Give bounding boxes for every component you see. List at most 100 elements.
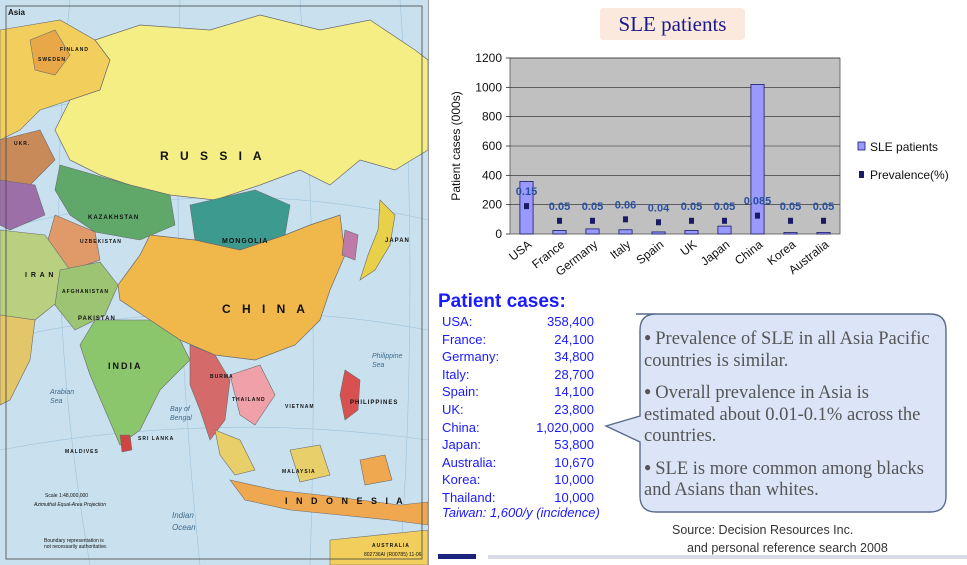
patient-case-row: Australia: 10,670	[442, 454, 642, 472]
legend-swatch-bar	[857, 141, 866, 151]
map-label-indonesia: I N D O N E S I A	[285, 496, 406, 506]
map-scale: Scale 1:48,000,000	[45, 493, 89, 499]
prevalence-label: 0.05	[681, 201, 702, 213]
y-tick-label: 800	[482, 110, 502, 124]
patient-case-row: Korea: 10,000	[442, 471, 642, 489]
callout-item: ● Overall prevalence in Asia is estimated…	[644, 383, 921, 446]
map-label-afghanistan: AFGHANISTAN	[62, 289, 110, 295]
legend-label-bar: SLE patients	[870, 140, 938, 154]
x-tick-label: UK	[678, 237, 700, 258]
asia-map: Asia R U S S I A C H I N A INDIA I N D O…	[0, 0, 429, 565]
bar-australia	[816, 232, 831, 235]
prevalence-label: 0.15	[516, 186, 537, 198]
case-country: France:	[442, 331, 487, 347]
case-country: Germany:	[442, 349, 500, 365]
map-label-russia: R U S S I A	[160, 149, 266, 163]
legend-swatch-marker	[859, 171, 864, 178]
prevalence-marker	[689, 217, 694, 224]
y-tick-label: 0	[495, 227, 502, 241]
prevalence-marker	[623, 216, 628, 223]
bar-germany	[585, 228, 600, 235]
prevalence-marker	[755, 212, 760, 219]
prevalence-marker	[524, 203, 529, 210]
footer-bar-accent	[438, 554, 476, 559]
bar-korea	[783, 232, 798, 235]
sle-chart: 0 200 400 600 800 1000 1200 Patient cases (000s…	[449, 51, 949, 279]
case-country: Thailand:	[442, 489, 496, 505]
case-value: 10,000	[554, 489, 594, 505]
map-code: 802736AI (R00785) 11-06	[364, 552, 422, 558]
bar-spain	[651, 231, 666, 235]
source-line-1: Source: Decision Resources Inc.	[672, 523, 854, 537]
map-label-pakistan: PAKISTAN	[78, 316, 116, 322]
map-label-iran: I R A N	[25, 272, 55, 279]
patient-cases-heading: Patient cases:	[438, 291, 566, 312]
case-value: 24,100	[554, 331, 594, 347]
case-value: 10,000	[554, 472, 594, 488]
map-label-uzbekistan: UZBEKISTAN	[80, 239, 122, 245]
case-value: 34,800	[554, 349, 594, 365]
patient-case-row: Spain: 14,100	[442, 383, 642, 401]
patient-case-row: China: 1,020,000	[442, 419, 642, 437]
map-label-arabian-sea: Arabian Sea	[50, 389, 75, 405]
map-title: Asia	[8, 8, 25, 17]
prevalence-marker	[788, 217, 793, 224]
map-label-malaysia: MALAYSIA	[282, 469, 316, 475]
map-label-burma: BURMA	[210, 374, 234, 380]
bullet-icon: ●	[644, 459, 652, 474]
bullet-icon: ●	[644, 384, 652, 398]
case-country: USA:	[442, 314, 473, 329]
map-label-mongolia: MONGOLIA	[222, 238, 269, 245]
chart-title: SLE patients	[600, 8, 745, 40]
patient-case-row: Thailand: 10,000	[442, 489, 642, 507]
prevalence-label: 0.05	[582, 201, 603, 213]
map-label-maldives: MALDIVES	[65, 449, 99, 455]
case-value: 53,800	[554, 437, 594, 453]
map-graphic	[0, 0, 428, 565]
prevalence-marker	[590, 217, 595, 224]
callout-item: ● Prevalence of SLE in all Asia Pacific c…	[644, 329, 930, 371]
case-country: Japan:	[442, 437, 482, 453]
callout-shape	[604, 313, 947, 513]
case-country: Spain:	[442, 384, 479, 400]
x-tick-label: Spain	[634, 237, 667, 267]
map-projection: Azimuthal Equal-Area Projection	[34, 502, 106, 508]
case-value: 1,020,000	[536, 419, 594, 435]
bar-japan	[717, 225, 732, 235]
y-tick-label: 1000	[475, 80, 502, 94]
y-tick-label: 600	[482, 139, 502, 153]
map-label-indian-ocean: Indian Ocean	[172, 511, 196, 532]
bar-china	[750, 84, 765, 235]
prevalence-label: 0.05	[780, 201, 801, 213]
bar-italy	[618, 229, 633, 235]
callout-item: ● SLE is more common among blacks and Asi…	[644, 458, 924, 501]
footer-bar	[488, 555, 967, 559]
prevalence-marker	[821, 217, 826, 224]
map-label-china: C H I N A	[222, 302, 309, 316]
prevalence-label: 0.05	[714, 201, 735, 213]
case-country: Australia:	[442, 454, 497, 470]
map-label-finland: FINLAND	[60, 47, 89, 53]
callout-text: ● Prevalence of SLE in all Asia Pacific c…	[644, 327, 934, 511]
map-label-sri-lanka: SRI LANKA	[138, 436, 175, 442]
y-tick-label: 1200	[475, 51, 502, 65]
case-value: 28,700	[554, 366, 594, 382]
case-value: 358,400	[547, 314, 594, 329]
case-value: 23,800	[554, 401, 594, 417]
case-value: 10,670	[554, 454, 594, 470]
bar-france	[552, 230, 567, 235]
x-tick-label: China	[732, 237, 766, 268]
case-country: Korea:	[442, 472, 481, 488]
patient-cases-list: USA: 358,400 France: 24,100 Germany: 34,800 It…	[442, 313, 642, 507]
patient-case-row: France: 24,100	[442, 331, 642, 349]
map-label-ukr: UKR.	[14, 141, 31, 147]
case-value: 14,100	[554, 384, 594, 400]
bullet-icon: ●	[644, 330, 652, 344]
map-label-kazakhstan: KAZAKHSTAN	[88, 215, 140, 221]
source-line-2: and personal reference search 2008	[687, 541, 888, 555]
map-label-vietnam: VIETNAM	[285, 404, 315, 410]
case-country: UK:	[442, 401, 464, 417]
map-label-sweden: SWEDEN	[38, 57, 66, 63]
patient-case-row: Germany: 34,800	[442, 348, 642, 366]
y-axis-label: Patient cases (000s)	[449, 91, 463, 200]
